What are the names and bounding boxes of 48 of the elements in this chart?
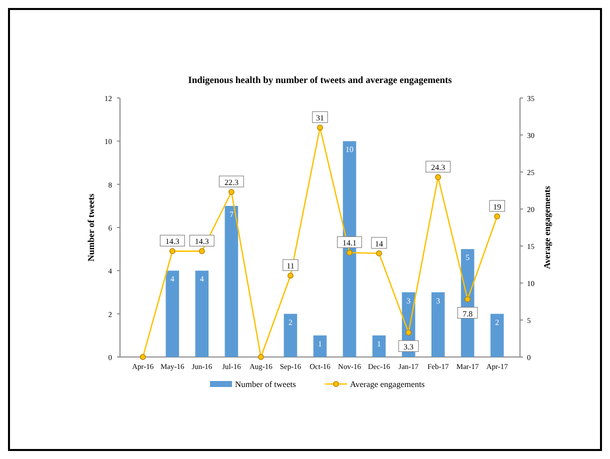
data-label: 14.3 <box>194 237 209 246</box>
y2-axis-title: Average engagements <box>542 185 552 270</box>
data-label: 2 <box>495 318 500 327</box>
chart-title: Indigenous health by number of tweets and average engagements <box>188 76 452 86</box>
bar <box>490 314 504 357</box>
point <box>464 296 471 302</box>
bar <box>372 335 386 357</box>
point <box>317 124 323 131</box>
bar <box>224 206 238 357</box>
point <box>287 272 294 279</box>
point <box>406 330 412 336</box>
bar <box>166 270 180 357</box>
data-label: 1 <box>318 339 322 348</box>
data-label: 1 <box>377 339 382 348</box>
bar <box>431 292 445 357</box>
legend-label: Average engagements <box>350 379 425 389</box>
point <box>435 174 442 180</box>
data-label: 11 <box>286 262 294 271</box>
data-label: 3 <box>406 296 411 306</box>
data-label: 10 <box>346 145 354 154</box>
point <box>169 248 176 254</box>
bar <box>284 314 298 357</box>
data-label: 14.3 <box>165 237 180 246</box>
bar <box>195 270 209 357</box>
point <box>228 188 234 195</box>
point <box>376 250 382 256</box>
data-label: 7.8 <box>462 309 473 318</box>
legend-label: Number of tweets <box>235 379 296 389</box>
data-label: 14 <box>375 239 384 248</box>
point <box>258 354 264 360</box>
data-label: 22.3 <box>224 178 238 187</box>
point <box>198 248 205 254</box>
data-label: 19 <box>493 202 502 212</box>
point <box>346 250 353 256</box>
y-axis-title: Number of tweets <box>86 193 96 262</box>
point <box>140 354 146 360</box>
data-label: 2 <box>288 318 292 327</box>
data-label: 4 <box>170 274 174 284</box>
bar <box>313 335 327 357</box>
data-label: 4 <box>200 274 204 284</box>
data-label: 5 <box>466 253 470 262</box>
data-label: 31 <box>316 114 324 123</box>
data-label: 14.1 <box>342 238 357 248</box>
data-label: 7 <box>229 210 234 219</box>
point <box>494 213 500 220</box>
data-label: 3 <box>436 296 440 306</box>
data-label: 3.3 <box>404 342 414 352</box>
data-label: 24.3 <box>431 163 446 172</box>
